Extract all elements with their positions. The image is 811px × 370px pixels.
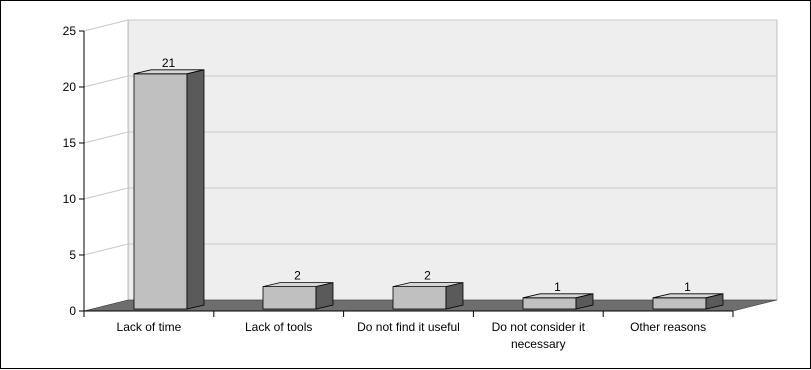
category-label: Lack of tools (245, 320, 312, 334)
bar-front[interactable] (133, 73, 188, 310)
data-label: 2 (424, 269, 431, 283)
bar[interactable] (133, 69, 205, 310)
bar-front[interactable] (262, 286, 317, 310)
gridline (83, 243, 777, 256)
gridlines (83, 19, 777, 256)
gridline (83, 131, 777, 144)
bar-front[interactable] (522, 297, 577, 310)
bar-front[interactable] (652, 297, 707, 310)
bar-side[interactable] (575, 293, 594, 310)
bar-side[interactable] (445, 282, 464, 310)
gridline (83, 75, 777, 88)
bar-front[interactable] (392, 286, 447, 310)
category-label: Other reasons (630, 320, 706, 334)
data-label: 1 (554, 280, 561, 294)
data-label: 1 (684, 280, 691, 294)
bar-side[interactable] (186, 69, 205, 310)
category-label: Lack of time (117, 320, 182, 334)
y-tick-label: 20 (63, 80, 77, 94)
y-tick-label: 0 (69, 304, 76, 318)
back-wall (127, 19, 778, 301)
category-label: Do not find it useful (357, 320, 460, 334)
y-tick-label: 5 (69, 248, 76, 262)
bar[interactable] (262, 282, 334, 310)
bar-side[interactable] (315, 282, 334, 310)
bar[interactable] (522, 293, 594, 310)
gridline (83, 19, 777, 32)
bar-side[interactable] (705, 293, 724, 310)
y-tick-label: 25 (63, 24, 77, 38)
side-wall (83, 19, 129, 312)
gridline (83, 187, 777, 200)
data-label: 2 (294, 269, 301, 283)
bar[interactable] (392, 282, 464, 310)
data-label: 21 (162, 56, 176, 70)
bars (133, 69, 724, 310)
category-label: Do not consider it (492, 320, 586, 334)
bar[interactable] (652, 293, 724, 310)
y-tick-label: 10 (63, 192, 77, 206)
axes (79, 30, 734, 317)
y-tick-label: 15 (63, 136, 77, 150)
category-label: necessary (511, 337, 566, 351)
